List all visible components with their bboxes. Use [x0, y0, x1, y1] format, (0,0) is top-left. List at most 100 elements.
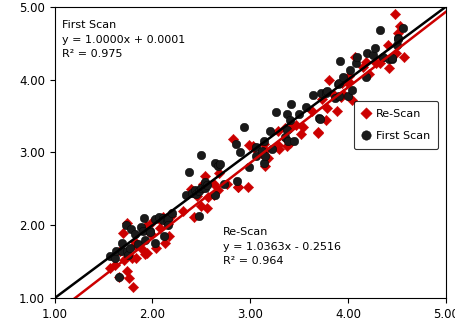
Re-Scan [142, 251, 149, 257]
Re-Scan [210, 182, 217, 187]
Re-Scan [200, 185, 207, 190]
First Scan [106, 253, 114, 258]
First Scan [233, 141, 240, 147]
First Scan [286, 117, 293, 123]
Re-Scan [123, 268, 130, 273]
First Scan [303, 105, 310, 110]
Re-Scan [159, 214, 167, 220]
Re-Scan [246, 142, 253, 147]
Re-Scan [352, 54, 359, 59]
First Scan [291, 139, 298, 144]
First Scan [182, 192, 189, 198]
First Scan [385, 57, 392, 62]
First Scan [160, 233, 167, 239]
First Scan [268, 146, 275, 152]
First Scan [139, 228, 147, 234]
First Scan [272, 110, 279, 115]
First Scan [388, 57, 395, 62]
First Scan [316, 115, 323, 120]
Re-Scan [314, 130, 322, 136]
Re-Scan [138, 246, 145, 252]
Re-Scan [298, 131, 305, 136]
First Scan [211, 192, 218, 197]
Re-Scan [348, 97, 355, 102]
First Scan [131, 231, 138, 237]
Re-Scan [274, 128, 282, 133]
Re-Scan [234, 185, 242, 190]
Re-Scan [116, 248, 123, 254]
First Scan [344, 93, 351, 98]
First Scan [241, 124, 248, 130]
Re-Scan [276, 147, 283, 152]
Re-Scan [120, 257, 127, 263]
Re-Scan [147, 231, 155, 237]
Re-Scan [345, 73, 353, 79]
First Scan [203, 182, 211, 188]
Re-Scan [308, 108, 315, 114]
First Scan [147, 229, 154, 234]
First Scan [335, 80, 342, 85]
First Scan [394, 35, 401, 41]
First Scan [348, 87, 355, 93]
First Scan [214, 164, 221, 169]
Re-Scan [340, 91, 347, 97]
Re-Scan [400, 55, 408, 60]
First Scan [127, 226, 134, 232]
First Scan [253, 144, 260, 149]
First Scan [283, 127, 290, 132]
First Scan [369, 53, 377, 58]
Re-Scan [215, 171, 222, 176]
Re-Scan [299, 125, 306, 130]
Re-Scan [314, 129, 321, 135]
Re-Scan [244, 184, 251, 190]
Re-Scan [250, 145, 258, 151]
Re-Scan [132, 255, 140, 260]
First Scan [353, 55, 360, 60]
Re-Scan [149, 219, 156, 224]
Re-Scan [323, 117, 330, 122]
First Scan [284, 138, 291, 144]
Re-Scan [143, 224, 150, 229]
First Scan [202, 179, 209, 184]
First Scan [389, 55, 396, 61]
Re-Scan [326, 77, 333, 82]
First Scan [141, 238, 148, 243]
Re-Scan [115, 275, 122, 280]
First Scan [202, 186, 209, 191]
First Scan [188, 191, 196, 196]
First Scan [380, 54, 387, 59]
Re-Scan [379, 56, 386, 61]
Re-Scan [372, 60, 379, 65]
First Scan [197, 186, 205, 191]
Re-Scan [143, 250, 150, 256]
First Scan [394, 36, 401, 42]
Re-Scan [156, 225, 163, 231]
Re-Scan [123, 220, 131, 225]
First Scan [164, 222, 172, 227]
First Scan [236, 150, 243, 155]
First Scan [372, 46, 379, 51]
First Scan [258, 148, 265, 153]
First Scan [111, 255, 118, 260]
Re-Scan [292, 122, 299, 128]
Re-Scan [334, 108, 341, 114]
Re-Scan [319, 96, 326, 102]
Re-Scan [262, 147, 269, 153]
Re-Scan [201, 182, 208, 188]
Text: Re-Scan
y = 1.0363x - 0.2516
R² = 0.964: Re-Scan y = 1.0363x - 0.2516 R² = 0.964 [223, 227, 341, 266]
Re-Scan [324, 105, 331, 111]
First Scan [287, 102, 294, 107]
First Scan [221, 181, 228, 187]
Legend: Re-Scan, First Scan: Re-Scan, First Scan [354, 100, 438, 149]
Re-Scan [129, 284, 136, 290]
First Scan [339, 74, 346, 80]
Re-Scan [249, 143, 256, 148]
Re-Scan [125, 275, 132, 280]
First Scan [246, 164, 253, 169]
First Scan [196, 188, 203, 193]
First Scan [124, 248, 131, 254]
First Scan [323, 90, 330, 95]
First Scan [309, 93, 316, 98]
Re-Scan [187, 186, 195, 192]
Re-Scan [330, 92, 338, 98]
